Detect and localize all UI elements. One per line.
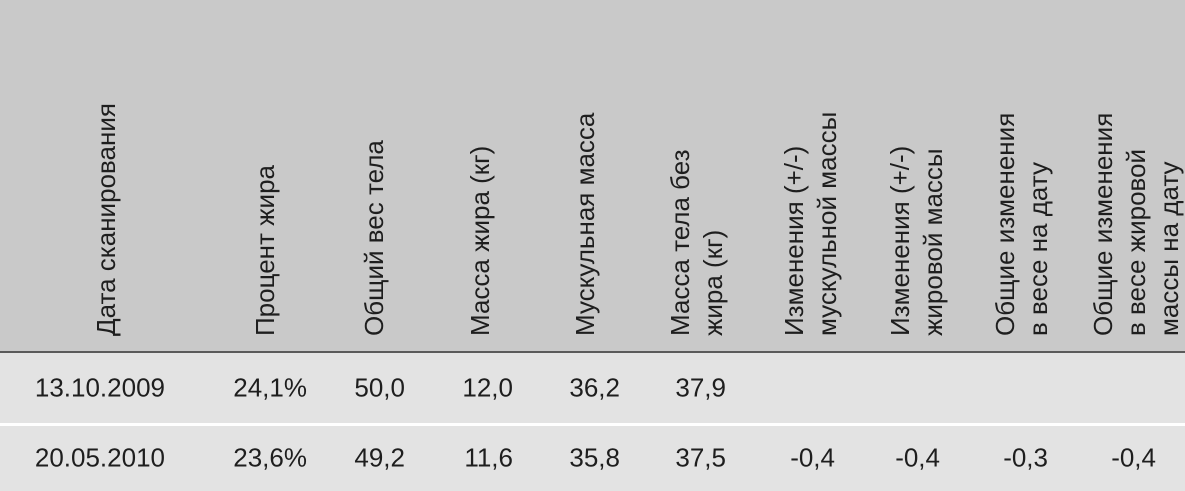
column-header: Масса жира (кг) [464, 28, 497, 336]
header-line: в весе жировой [1121, 148, 1151, 336]
header-line: Изменения (+/-) [779, 145, 809, 336]
header-line: Общие изменения [1088, 112, 1118, 336]
table-cell: 20.05.2010 [34, 442, 165, 473]
column-header: Общие изменения в весе на дату [989, 28, 1055, 336]
column-header: Масса тела без жира (кг) [664, 28, 730, 336]
header-line: Дата сканирования [91, 103, 121, 336]
column-header: Процент жира [249, 28, 282, 336]
table-cell: -0,3 [1003, 442, 1048, 473]
header-line: Общие изменения [990, 112, 1020, 336]
column-header: Изменения (+/-) мускульной массы [778, 28, 844, 336]
column-header: Общие изменения в весе жировой массы на да… [1087, 28, 1185, 336]
row-separator [0, 423, 1185, 426]
table-cell: 12,0 [462, 372, 513, 403]
table-cell: -0,4 [895, 442, 940, 473]
table-cell: 23,6% [233, 442, 307, 473]
table-cell: 49,2 [354, 442, 405, 473]
column-header: Мускульная масса [569, 28, 602, 336]
table-cell: 35,8 [569, 442, 620, 473]
table-cell: 11,6 [464, 442, 513, 473]
header-line: Масса тела без [665, 149, 695, 336]
header-line: в весе на дату [1023, 161, 1053, 336]
header-line: Процент жира [250, 165, 280, 336]
table-header [0, 0, 1185, 353]
column-header: Общий вес тела [358, 28, 391, 336]
table-cell: -0,4 [1111, 442, 1156, 473]
header-line: Мускульная масса [570, 112, 600, 336]
column-header: Изменения (+/-) жировой массы [884, 28, 950, 336]
table-cell: 24,1% [233, 372, 307, 403]
table-cell: 37,9 [675, 372, 726, 403]
header-line: Общий вес тела [359, 140, 389, 336]
table-cell: 36,2 [569, 372, 620, 403]
header-line: массы на дату [1154, 161, 1184, 336]
header-line: Масса жира (кг) [465, 145, 495, 336]
header-line: жира (кг) [698, 229, 728, 336]
header-line: мускульной массы [812, 111, 842, 336]
table-cell: 50,0 [354, 372, 405, 403]
table-row [0, 426, 1185, 491]
table-cell: 37,5 [675, 442, 726, 473]
column-header: Дата сканирования [90, 28, 123, 336]
header-line: жировой массы [918, 148, 948, 336]
header-line: Изменения (+/-) [885, 145, 915, 336]
table-cell: 13.10.2009 [34, 372, 165, 403]
table-cell: -0,4 [790, 442, 835, 473]
table-row [0, 353, 1185, 423]
